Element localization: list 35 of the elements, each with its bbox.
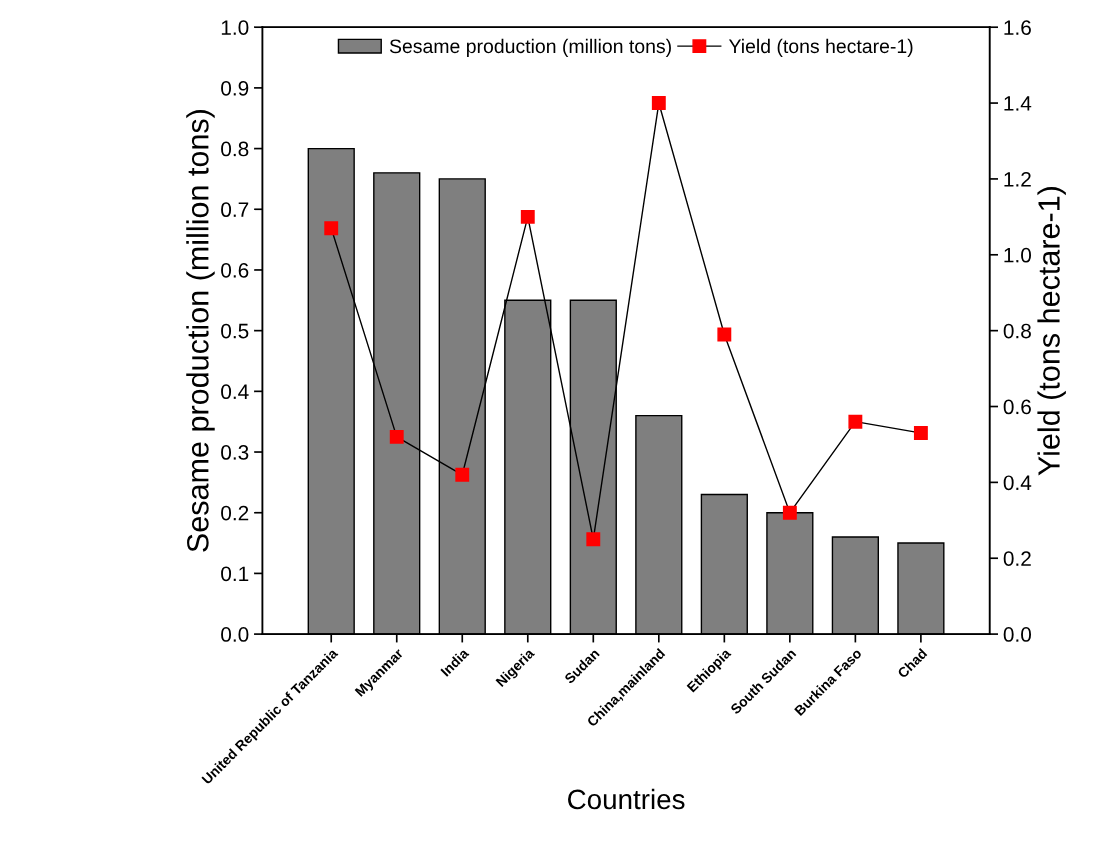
point <box>651 96 666 111</box>
point <box>520 209 535 224</box>
y2-tick-label: 0.6 <box>1003 399 1031 415</box>
point <box>455 467 470 482</box>
y-tick-label: 0.0 <box>221 627 249 642</box>
legend-label: Yield (tons hectare-1) <box>728 38 913 57</box>
point <box>913 426 928 441</box>
legend-label: Sesame production (million tons) <box>389 38 671 57</box>
point <box>848 414 863 429</box>
y2-tick-label: 1.2 <box>1004 171 1031 187</box>
y-axis-title: Sesame production (million tons) <box>186 110 215 552</box>
y2-axis-title: Yield (tons hectare-1) <box>1037 187 1066 476</box>
x-axis-title: Countries <box>568 788 685 810</box>
y2-tick-label: 0.2 <box>1003 551 1031 566</box>
y-tick-label: 0.8 <box>221 141 249 157</box>
point <box>717 327 732 342</box>
y2-tick-label: 0.4 <box>1003 475 1032 491</box>
y-tick-label: 0.4 <box>221 384 249 400</box>
y2-tick-label: 0.8 <box>1003 323 1031 339</box>
y-tick-label: 0.9 <box>221 80 249 96</box>
point <box>586 532 601 547</box>
y-tick-label: 0.5 <box>221 323 249 339</box>
y2-tick-label: 1.4 <box>1004 96 1032 111</box>
y-tick-label: 0.6 <box>221 262 249 278</box>
y2-tick-label: 0.0 <box>1003 627 1032 642</box>
point <box>389 429 404 444</box>
y2-tick-label: 1.0 <box>1004 247 1032 263</box>
point <box>324 221 339 236</box>
point <box>782 505 797 520</box>
y2-tick-label: 1.6 <box>1004 20 1031 35</box>
y-tick-label: 0.7 <box>221 202 249 218</box>
y-tick-label: 0.3 <box>221 445 249 460</box>
y-tick-label: 0.2 <box>221 505 249 521</box>
y-tick-label: 1.0 <box>221 20 249 35</box>
y-tick-label: 0.1 <box>221 566 249 582</box>
